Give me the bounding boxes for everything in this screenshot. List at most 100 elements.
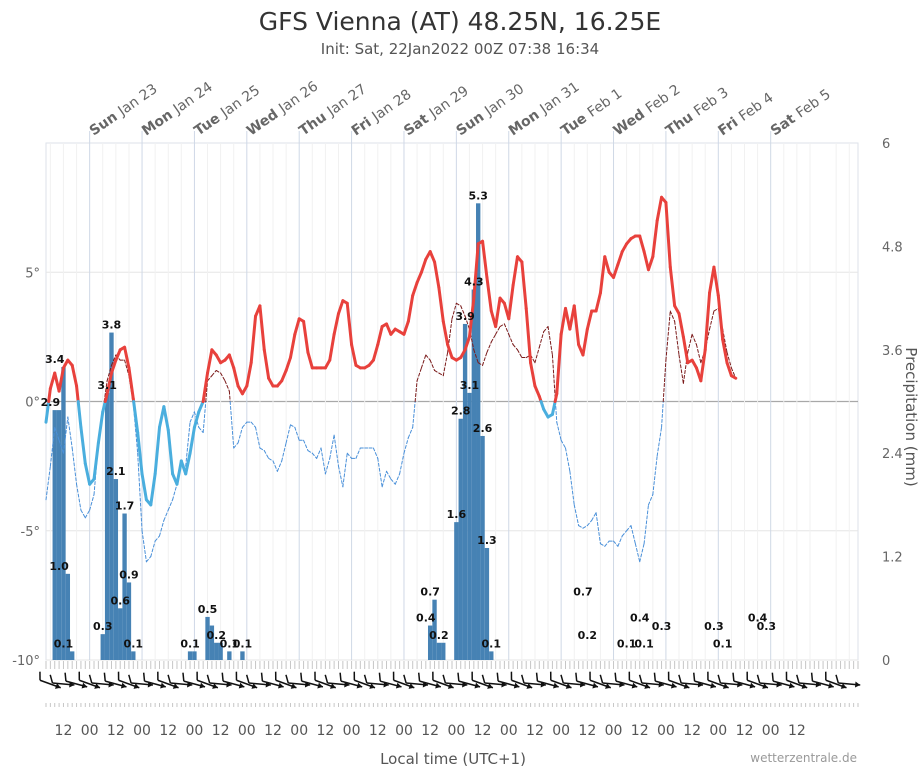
dewpoint-line <box>665 310 671 361</box>
wind-barb-feather <box>520 674 525 684</box>
temp-tick-label: 5° <box>25 266 40 281</box>
hour-tick-label: 00 <box>605 723 623 739</box>
wind-barb-feather <box>835 674 840 684</box>
dewpoint-line <box>141 530 147 563</box>
precip-value-label: 0.1 <box>634 637 654 650</box>
precip-value-label: 4.3 <box>464 275 484 288</box>
precip-bar <box>240 651 245 660</box>
dewpoint-line <box>534 346 540 364</box>
wind-barb-head <box>840 683 847 689</box>
dewpoint-line <box>215 369 222 374</box>
temperature-line <box>350 343 358 367</box>
dewpoint-line <box>67 416 73 449</box>
dewpoint-line <box>390 478 396 485</box>
wind-barb-feather <box>353 671 356 681</box>
temperature-line <box>729 374 738 380</box>
temperature-line <box>411 281 419 298</box>
wind-barb-feather <box>457 672 460 682</box>
precip-value-label: 0.1 <box>180 637 200 650</box>
temperature-line <box>114 348 122 362</box>
dewpoint-line <box>49 426 56 467</box>
hour-tick-label: 12 <box>159 723 177 739</box>
dewpoint-line <box>263 450 270 459</box>
wind-barb-head <box>435 682 441 689</box>
dewpoint-line <box>674 320 680 356</box>
wind-barb-feather <box>78 671 81 681</box>
precip-value-label: 0.3 <box>757 620 777 633</box>
wind-barb <box>64 672 88 689</box>
temperature-line <box>481 239 489 279</box>
wind-barb-head <box>120 682 127 689</box>
precip-bar <box>61 367 66 660</box>
precip-bar <box>65 573 71 660</box>
temperature-line <box>258 304 266 352</box>
temperature-line <box>132 400 140 435</box>
wind-barb <box>560 674 586 688</box>
wind-barb <box>496 672 520 689</box>
wind-barb-feather <box>746 671 749 681</box>
temperature-line <box>725 361 733 378</box>
dewpoint-line <box>62 416 69 454</box>
dewpoint-line <box>386 470 392 480</box>
wind-barb-head <box>631 682 638 689</box>
dewpoint-line <box>695 344 702 364</box>
wind-barb-feather <box>785 671 788 681</box>
precip-tick-label: 2.4 <box>882 447 903 462</box>
temperature-line <box>262 348 271 380</box>
wind-barb-feather <box>182 672 185 682</box>
precip-value-label: 3.1 <box>97 379 117 392</box>
wind-barb <box>510 671 533 689</box>
dewpoint-line <box>311 452 318 459</box>
dewpoint-line <box>172 483 178 501</box>
hour-tick-label: 12 <box>369 723 387 739</box>
temperature-line <box>612 262 620 279</box>
wind-barb <box>260 672 284 689</box>
dewpoint-line <box>429 359 436 371</box>
wind-barb-feather <box>628 671 631 681</box>
dewpoint-line <box>508 333 514 346</box>
precip-tick-label: 4.8 <box>882 240 903 255</box>
precip-bar <box>131 651 136 660</box>
wind-barb <box>274 671 297 689</box>
wind-barb <box>88 674 114 688</box>
wind-barb-feather <box>614 672 617 682</box>
precip-value-label: 0.5 <box>198 603 218 616</box>
wind-barb-feather <box>245 674 250 684</box>
wind-barb-feather <box>274 671 277 681</box>
precip-value-label: 0.1 <box>617 637 637 650</box>
dewpoint-line <box>556 421 562 441</box>
wind-barb <box>471 671 494 689</box>
temperature-line <box>559 306 568 336</box>
hour-tick-label: 12 <box>736 723 754 739</box>
hour-tick-label: 00 <box>447 723 465 739</box>
temperature-line <box>332 312 340 336</box>
wind-barb <box>39 671 61 689</box>
wind-barb-head <box>251 683 258 689</box>
dewpoint-line <box>661 401 664 428</box>
hour-tick-label: 00 <box>238 723 256 739</box>
wind-barb-head <box>474 682 481 689</box>
wind-barb-feather <box>363 674 368 684</box>
temperature-line <box>699 348 707 383</box>
wind-barb-head <box>513 682 520 689</box>
wind-barb-head <box>854 681 861 688</box>
hour-tick-label: 00 <box>500 723 518 739</box>
temperature-line <box>385 322 393 336</box>
temperature-line <box>721 337 729 365</box>
temperature-line <box>616 250 624 266</box>
precip-value-label: 0.7 <box>573 586 593 599</box>
hour-tick-label: 00 <box>290 723 308 739</box>
temperature-line <box>419 257 428 274</box>
wind-barb <box>549 671 572 689</box>
dewpoint-line <box>276 460 283 472</box>
precip-tick-label: 1.2 <box>882 551 903 566</box>
wind-barb-head <box>238 682 245 689</box>
dewpoint-line <box>726 351 732 369</box>
wind-barb-head <box>762 683 768 689</box>
wind-barb <box>678 674 704 688</box>
temperature-line <box>716 294 725 341</box>
dewpoint-line <box>512 344 518 351</box>
temperature-line <box>646 255 655 272</box>
wind-barb-head <box>94 683 100 689</box>
dewpoint-line <box>342 452 348 488</box>
